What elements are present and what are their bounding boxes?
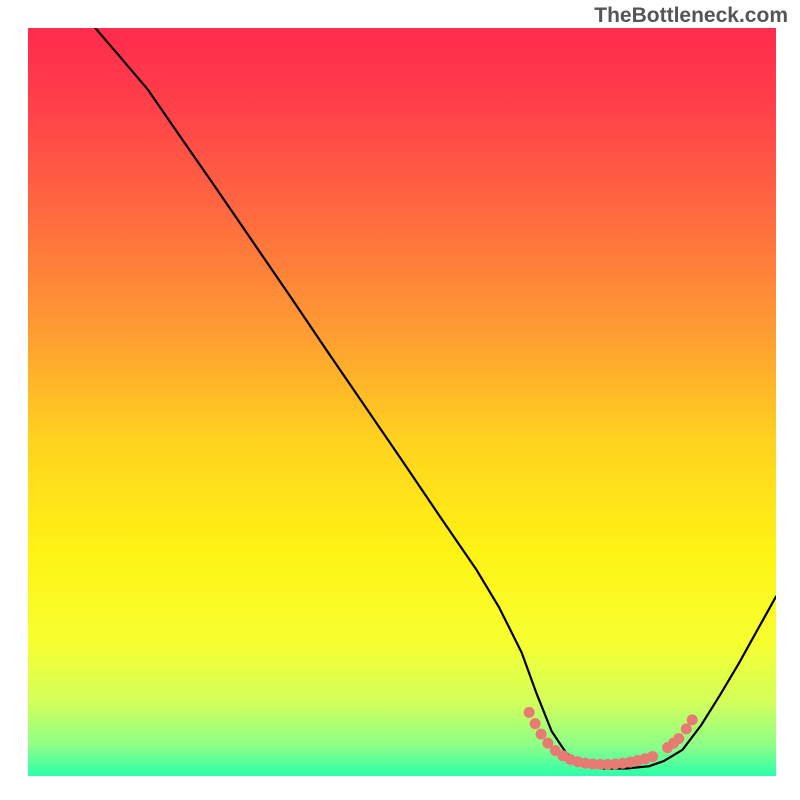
valley-marker (536, 729, 546, 739)
valley-marker (674, 734, 684, 744)
chart-container: TheBottleneck.com (0, 0, 800, 800)
valley-marker (648, 752, 658, 762)
valley-marker (530, 719, 540, 729)
valley-marker (524, 707, 534, 717)
valley-marker (543, 738, 553, 748)
chart-svg (28, 28, 776, 776)
watermark-text: TheBottleneck.com (594, 4, 788, 28)
valley-marker (681, 724, 691, 734)
plot-area (28, 28, 776, 776)
valley-marker (687, 715, 697, 725)
gradient-background (28, 28, 776, 776)
